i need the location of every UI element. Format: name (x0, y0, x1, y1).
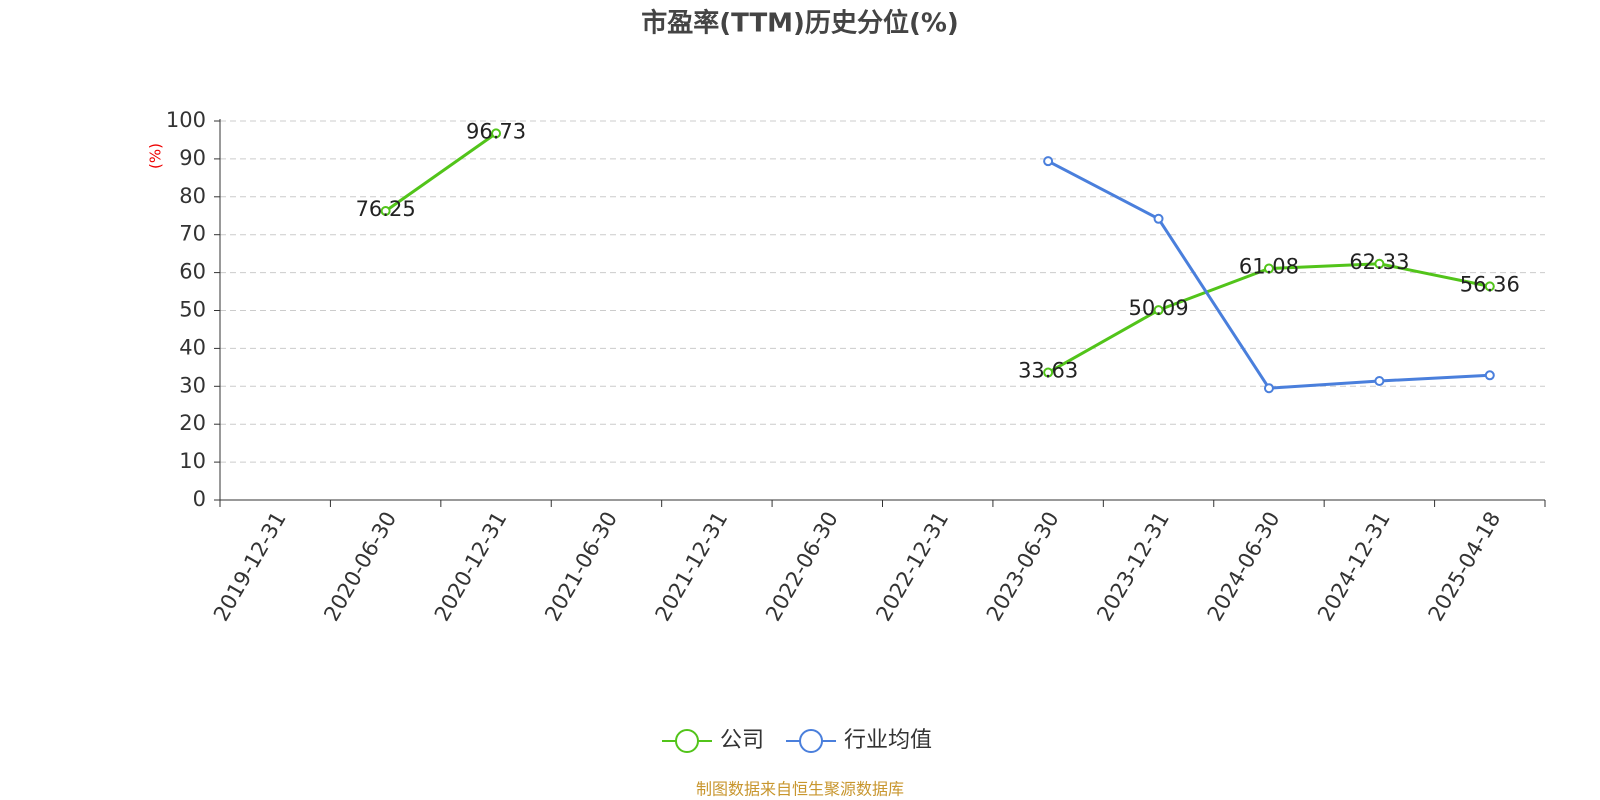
y-tick-label: 50 (179, 298, 206, 322)
data-label: 50.09 (1128, 296, 1188, 320)
data-point (1484, 370, 1495, 381)
x-tick-label: 2020-06-30 (319, 508, 401, 626)
data-label: 76.25 (356, 197, 416, 221)
data-point (1153, 213, 1164, 224)
series-line (384, 132, 1491, 374)
x-tick-label: 2022-06-30 (761, 508, 843, 626)
data-point (1263, 383, 1274, 394)
y-tick-label: 30 (179, 373, 206, 397)
x-tick-label: 2020-12-31 (430, 508, 512, 626)
y-tick-label: 80 (179, 184, 206, 208)
x-tick-label: 2025-04-18 (1424, 508, 1506, 626)
x-tick-label: 2023-06-30 (982, 508, 1064, 626)
data-label: 61.08 (1239, 255, 1299, 279)
data-label: 96.73 (466, 119, 526, 143)
y-tick-label: 0 (193, 487, 206, 511)
legend-label: 公司 (720, 728, 764, 753)
data-point (1043, 156, 1054, 167)
data-point (1374, 375, 1385, 386)
chart-title: 市盈率(TTM)历史分位(%) (641, 8, 959, 39)
data-point (491, 128, 502, 139)
x-tick-label: 2019-12-31 (209, 508, 291, 626)
x-tick-label: 2024-06-30 (1203, 508, 1285, 626)
data-label: 33.63 (1018, 359, 1078, 383)
x-tick-label: 2021-06-30 (540, 508, 622, 626)
source-note: 制图数据来自恒生聚源数据库 (696, 780, 904, 799)
y-tick-label: 10 (179, 449, 206, 473)
y-tick-label: 20 (179, 411, 206, 435)
data-label: 62.33 (1349, 250, 1409, 274)
x-tick-label: 2021-12-31 (651, 508, 733, 626)
data-point (1043, 367, 1054, 378)
data-label: 56.36 (1460, 272, 1520, 296)
x-tick-label: 2023-12-31 (1092, 508, 1174, 626)
data-point (1263, 263, 1274, 274)
legend-marker (799, 729, 824, 753)
y-tick-label: 40 (179, 335, 206, 359)
y-tick-label: 100 (166, 108, 206, 132)
y-tick-label: 90 (179, 146, 206, 170)
y-tick-label: 70 (179, 222, 206, 246)
data-point (380, 206, 391, 217)
x-tick-label: 2022-12-31 (871, 508, 953, 626)
legend-marker (675, 729, 699, 753)
data-point (1153, 305, 1164, 316)
legend-label: 行业均值 (844, 728, 932, 753)
x-tick-label: 2024-12-31 (1313, 508, 1395, 626)
data-point (1374, 258, 1385, 269)
data-point (1484, 281, 1495, 292)
y-tick-label: 60 (179, 260, 206, 284)
y-axis-label: (%) (147, 143, 165, 169)
